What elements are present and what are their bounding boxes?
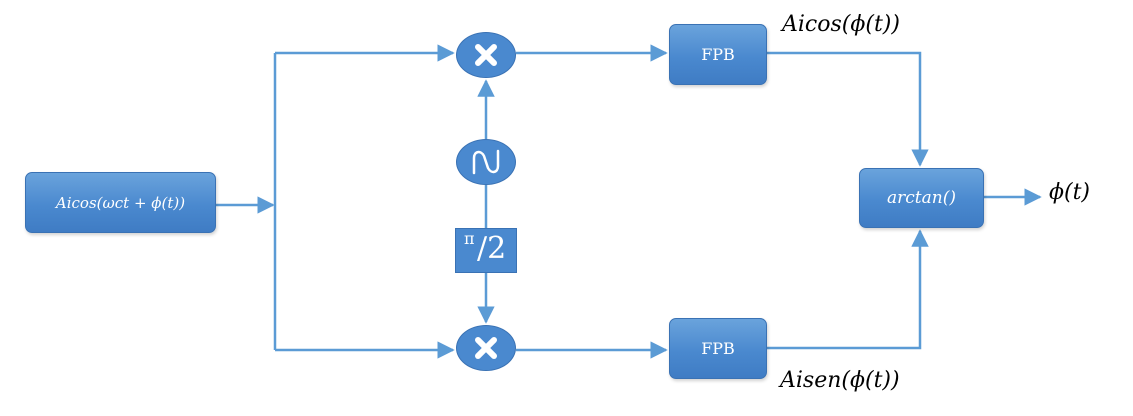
bottom-output-label: Aisen(ϕ(t)): [780, 368, 900, 393]
multiply-icon: [475, 337, 497, 359]
multiply-icon: [475, 44, 497, 66]
lowpass-filter-bottom-label: FPB: [701, 339, 735, 358]
input-signal-label: Aicos(ωct + ϕ(t)): [55, 193, 186, 212]
multiplier-top: [456, 32, 516, 78]
multiplier-bottom: [456, 325, 516, 371]
wire-fpb-top-to-arctan: [767, 51, 929, 167]
input-signal-block: Aicos(ωct + ϕ(t)): [25, 172, 216, 233]
top-output-label: Aicos(ϕ(t)): [782, 12, 900, 37]
arctan-label: arctan(): [887, 188, 956, 208]
arctan-block: arctan(): [859, 168, 984, 228]
lowpass-filter-bottom: FPB: [669, 318, 767, 379]
phase-shift-pi: π: [464, 229, 475, 248]
wire-fpb-bottom-to-arctan: [767, 229, 929, 350]
lowpass-filter-top-label: FPB: [701, 45, 735, 64]
oscillator: [456, 139, 516, 185]
sine-wave-icon: [472, 149, 500, 175]
phase-shift-divisor: /2: [477, 231, 507, 266]
final-output-label: ϕ(t): [1049, 180, 1091, 205]
lowpass-filter-top: FPB: [669, 24, 767, 85]
phase-shift-block: [455, 228, 517, 273]
